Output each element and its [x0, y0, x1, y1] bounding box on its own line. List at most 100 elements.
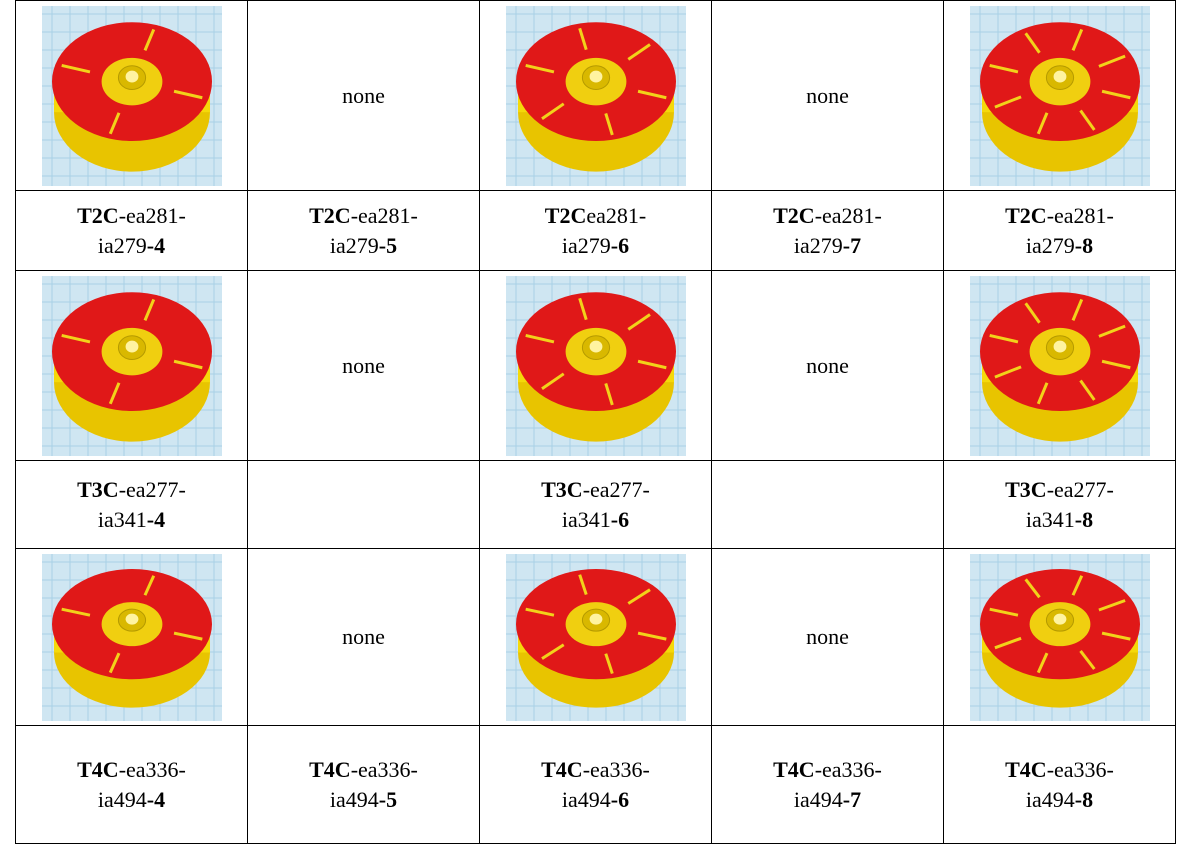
impeller-image [41, 275, 222, 456]
label-name: -ea336-ia494 [97, 756, 186, 812]
table-cell: none [711, 0, 944, 191]
vane [993, 636, 1022, 649]
label-name: -ea281-ia279 [793, 202, 882, 258]
table-cell: T4C-ea336-ia494-7 [711, 725, 944, 844]
impeller-table: none none T2C-ea281-ia279-4 T2C-ea281-ia279… [15, 0, 1176, 844]
vane [626, 42, 651, 61]
vane [988, 607, 1018, 617]
vane [108, 111, 120, 134]
label-count: -6 [610, 506, 630, 532]
label-name: -ea336-ia494 [329, 756, 418, 812]
model-label: T2C-ea281-ia279-5 [298, 201, 430, 261]
table-cell: T4C-ea336-ia494-5 [247, 725, 480, 844]
vane [143, 298, 155, 321]
label-count: -4 [146, 506, 166, 532]
vane [988, 333, 1018, 343]
label-code: T4C [1005, 756, 1047, 782]
table-cell: T2C-ea281-ia279-7 [711, 190, 944, 271]
vane [1097, 324, 1126, 338]
vane [108, 381, 120, 404]
table-cell [15, 0, 248, 191]
table-cell: T3C-ea277-ia341-8 [943, 460, 1176, 549]
vane [637, 89, 667, 99]
label-count: -5 [378, 232, 398, 258]
vane [1071, 28, 1083, 51]
label-count: -7 [842, 232, 862, 258]
impeller-image [41, 5, 222, 186]
vane [1023, 31, 1041, 54]
table-cell [15, 270, 248, 461]
table-row: T3C-ea277-ia341-4 T3C-ea277-ia341-6 T3C-ea… [15, 460, 1176, 549]
table-cell: T4C-ea336-ia494-8 [943, 725, 1176, 844]
vane [626, 587, 651, 605]
cell-text: none [342, 352, 385, 378]
table-cell [479, 548, 712, 726]
model-label: T4C-ea336-ia494-5 [298, 755, 430, 815]
vane [143, 574, 155, 596]
bore [589, 70, 602, 83]
vane [577, 573, 588, 595]
label-name: -ea277-ia341 [561, 476, 650, 532]
vane [637, 359, 667, 369]
table-row: none none [15, 0, 1176, 191]
vane [524, 607, 554, 617]
label-name: ea281-ia279 [561, 202, 647, 258]
vane [603, 112, 614, 135]
impeller-image [969, 553, 1150, 721]
table-row: T4C-ea336-ia494-4 T4C-ea336-ia494-5 T4C-ea… [15, 725, 1176, 844]
vane [1023, 577, 1041, 598]
table-cell: T3C-ea277-ia341-6 [479, 460, 712, 549]
table-cell: T4C-ea336-ia494-4 [15, 725, 248, 844]
impeller-image [41, 553, 222, 721]
label-code: T3C [77, 476, 119, 502]
table-cell [943, 270, 1176, 461]
table-cell [247, 460, 480, 549]
label-code: T2C [544, 202, 587, 228]
table-row: none none [15, 270, 1176, 461]
model-label: T4C-ea336-ia494-8 [994, 755, 1126, 815]
table-cell [15, 548, 248, 726]
vane [988, 63, 1018, 73]
vane [1036, 651, 1048, 673]
table-row: none none [15, 548, 1176, 726]
cell-text: none [806, 624, 849, 649]
vane [1023, 301, 1041, 324]
label-code: T4C [77, 756, 119, 782]
vane [1071, 574, 1083, 596]
model-label: T2C-ea281-ia279-4 [66, 201, 198, 261]
label-code: T2C [773, 202, 815, 228]
vane [540, 642, 565, 660]
label-code: T4C [309, 756, 351, 782]
model-label: T2C-ea281-ia279-7 [762, 201, 894, 261]
table-cell: none [247, 548, 480, 726]
label-name: -ea336-ia494 [561, 756, 650, 812]
label-count: -6 [610, 786, 630, 812]
vane [173, 631, 203, 641]
table-cell: none [711, 548, 944, 726]
bore [589, 340, 602, 353]
impeller-image [505, 5, 686, 186]
label-code: T2C [1005, 202, 1047, 228]
label-code: T2C [77, 202, 119, 228]
cell-text: none [806, 82, 849, 108]
model-label: T4C-ea336-ia494-6 [530, 755, 662, 815]
vane [108, 651, 120, 673]
vane [540, 102, 565, 120]
model-label: T4C-ea336-ia494-7 [762, 755, 894, 815]
label-count: -8 [1074, 786, 1094, 812]
table-cell [479, 270, 712, 461]
table-cell [479, 0, 712, 191]
label-count: -8 [1074, 506, 1094, 532]
label-code: T2C [309, 202, 351, 228]
label-count: -7 [842, 786, 862, 812]
table-cell: T2Cea281-ia279-6 [479, 190, 712, 271]
vane [173, 89, 203, 99]
table-cell: T3C-ea277-ia341-4 [15, 460, 248, 549]
vane [60, 607, 90, 617]
vane [1101, 89, 1131, 99]
vane [143, 28, 155, 51]
model-label: T2Cea281-ia279-6 [530, 201, 662, 261]
vane [173, 359, 203, 369]
vane [1036, 381, 1048, 404]
